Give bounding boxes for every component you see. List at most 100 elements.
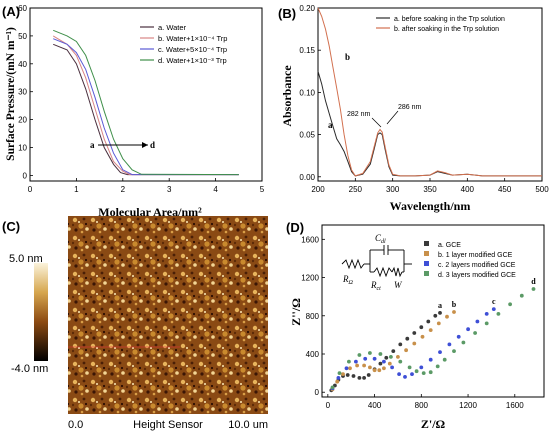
panel-b-legend: a. before soaking in the Trp solution b. … <box>376 16 505 33</box>
series-point <box>384 355 389 360</box>
series-point <box>382 366 386 371</box>
series-point <box>378 361 383 366</box>
series-point <box>496 312 501 316</box>
panel-d-ylabel: Z''/Ω <box>289 298 303 326</box>
series-point <box>335 379 340 384</box>
series-point <box>491 307 496 311</box>
legend-label: b. after soaking in the Trp solution <box>394 26 499 33</box>
series-point <box>397 372 401 376</box>
series-line <box>52 35 239 176</box>
series-point <box>341 372 345 376</box>
series-line <box>317 71 542 177</box>
y-tick-label: 20 <box>18 116 27 125</box>
series-point <box>407 365 412 370</box>
series-point <box>404 348 408 353</box>
series-point <box>461 340 466 345</box>
x-tick-label: 0 <box>326 401 331 410</box>
circuit-rs-subscript: Ω <box>349 280 354 286</box>
series-point <box>428 328 433 332</box>
series-point <box>438 311 442 315</box>
circuit-rct-subscript: ct <box>377 286 382 292</box>
panel-a-label: (A) <box>2 4 20 19</box>
series-point <box>354 359 358 364</box>
series-point <box>345 373 350 377</box>
y-tick-label: 0.05 <box>299 131 315 140</box>
panel-c-label: (C) <box>2 219 20 234</box>
series-line <box>53 38 239 176</box>
series-point <box>435 364 440 369</box>
series-point <box>414 369 419 374</box>
panel-d-frame <box>321 224 545 398</box>
x-tick-label: 300 <box>386 185 400 194</box>
panel-b-peak2-label: 286 nm <box>398 104 422 111</box>
series-point <box>336 376 341 380</box>
series-point <box>452 310 456 314</box>
y-tick-label: 0.00 <box>299 173 315 182</box>
y-tick-label: 0.20 <box>299 4 315 13</box>
panel-a-xlabel: Molecular Area/nm² <box>98 205 202 219</box>
legend-label: a. before soaking in the Trp solution <box>394 16 505 23</box>
legend-label: a. GCE <box>438 242 461 249</box>
panel-a-arrow-start: a <box>90 140 95 150</box>
series-point <box>344 366 349 371</box>
y-tick-label: 30 <box>18 88 27 97</box>
circuit-rs-symbol: R <box>342 274 349 284</box>
x-tick-label: 400 <box>368 401 382 410</box>
x-tick-label: 250 <box>349 185 363 194</box>
panel-b-label: (B) <box>278 6 296 21</box>
series-point <box>436 321 441 326</box>
series-point <box>347 359 351 364</box>
series-point <box>357 376 362 380</box>
warburg-element <box>391 266 403 278</box>
circuit-rct-symbol: R <box>370 280 377 290</box>
panel-a-ylabel: Surface Pressure/(mN m⁻¹) <box>5 27 17 161</box>
series-point <box>372 368 377 373</box>
y-tick-label: 0 <box>23 171 28 180</box>
panel-a-legend: a. Water b. Water+1×10⁻⁴ Trp c. Water+5×10… <box>140 23 227 65</box>
series-point <box>391 349 396 353</box>
series-point <box>398 359 403 364</box>
series-point <box>362 376 366 380</box>
panel-b-frame <box>317 7 543 182</box>
y-tick-label: 1200 <box>301 274 319 283</box>
series-point <box>337 371 342 375</box>
x-tick-label: 5 <box>260 185 265 194</box>
series-point <box>428 370 433 375</box>
panel-b-curve-a-tag: a <box>328 120 333 130</box>
series-point <box>412 331 417 335</box>
x-tick-label: 450 <box>498 185 512 194</box>
panel-b-peak1-label: 282 nm <box>347 111 371 118</box>
series-point <box>377 368 382 373</box>
panel-d-series: a b c d <box>329 277 536 393</box>
series-point <box>387 361 392 366</box>
y-tick-label: 1600 <box>301 235 319 244</box>
panel-a-frame <box>29 7 263 182</box>
legend-label: c. Water+5×10⁻⁴ Trp <box>158 45 227 54</box>
circuit-cdl-label: Cdl <box>375 233 386 245</box>
series-end-label: a <box>438 301 442 310</box>
x-tick-label: 200 <box>311 185 325 194</box>
legend-marker <box>424 271 429 276</box>
series-point <box>357 353 362 357</box>
series-point <box>442 357 447 362</box>
x-tick-label: 400 <box>461 185 475 194</box>
circuit-cdl-symbol: C <box>375 233 382 243</box>
afm-axis-start: 0.0 <box>68 419 83 431</box>
panel-d-xlabel: Z'/Ω <box>421 417 446 431</box>
y-tick-label: 60 <box>18 4 27 13</box>
afm-height-image <box>68 216 268 414</box>
panel-b-peak1-pointer <box>371 117 382 128</box>
y-tick-label: 0.15 <box>299 46 315 55</box>
x-tick-label: 1 <box>74 185 79 194</box>
series-point <box>475 319 480 324</box>
x-tick-label: 4 <box>213 185 218 194</box>
panel-d-label: (D) <box>286 220 304 235</box>
circuit-cdl-subscript: dl <box>381 239 386 245</box>
y-tick-label: 0 <box>315 388 320 397</box>
x-tick-label: 1600 <box>506 401 524 410</box>
series-line <box>317 7 542 177</box>
y-tick-label: 10 <box>18 144 27 153</box>
panel-b-xlabel: Wavelength/nm <box>390 199 471 213</box>
